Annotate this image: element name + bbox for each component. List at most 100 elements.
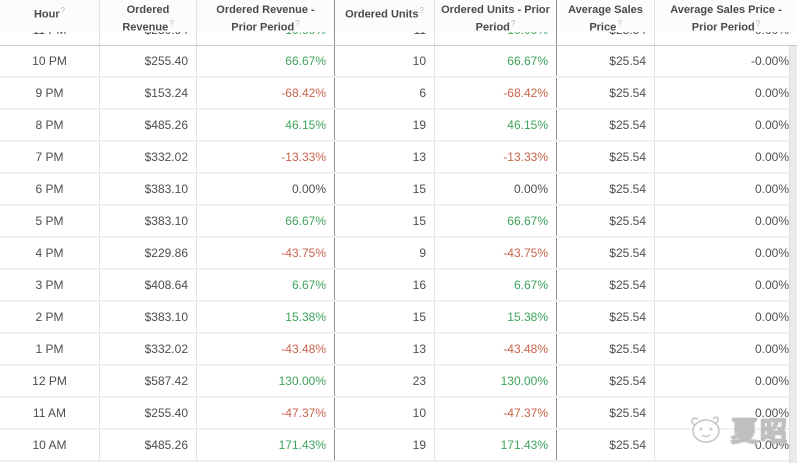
table-cell: 23 — [335, 366, 435, 396]
column-header[interactable]: Ordered Revenue? — [100, 0, 197, 32]
table-cell: 0.00% — [754, 278, 789, 292]
column-header-label: Ordered Units — [345, 8, 419, 21]
table-cell: 0.00% — [754, 150, 789, 164]
help-hint-icon[interactable]: ? — [419, 6, 424, 15]
table-cell: 1 PM — [0, 334, 100, 364]
table-cell: 66.67% — [197, 46, 335, 76]
column-header-label: Ordered Revenue - Prior Period — [216, 4, 315, 32]
table-cell: $280.94 — [100, 32, 197, 45]
column-header[interactable]: Ordered Units? — [335, 0, 435, 32]
table-cell: 0.00% — [754, 182, 789, 196]
table-cell: 46.15% — [197, 110, 335, 140]
table-cell: 4 PM — [0, 238, 100, 268]
help-hint-icon[interactable]: ? — [60, 6, 66, 15]
table-cell: 6 PM — [0, 174, 100, 204]
table-cell: $383.10 — [100, 174, 197, 204]
help-hint-icon[interactable]: ? — [295, 19, 300, 28]
table-cell: $25.54 — [557, 366, 655, 396]
table-row: 10 AM $485.26 171.43% 19 171.43% $25.54 0.00% — [0, 430, 797, 460]
column-header[interactable]: Hour? — [0, 0, 100, 32]
table-cell: 66.67% — [197, 206, 335, 236]
column-header[interactable]: Average Sales Price? — [557, 0, 655, 32]
table-cell: 130.00% — [197, 366, 335, 396]
table-cell: $383.10 — [100, 302, 197, 332]
table-cell: 11 — [335, 32, 435, 45]
column-header[interactable]: Ordered Units - Prior Period? — [435, 0, 557, 32]
table-cell: 15.38% — [435, 302, 557, 332]
table-cell: 0.00% — [754, 342, 789, 356]
table-cell: -0.00% — [750, 54, 789, 68]
table-cell: 10 AM — [0, 430, 100, 460]
table-cell: $153.24 — [100, 78, 197, 108]
column-header[interactable]: Ordered Revenue - Prior Period? — [197, 0, 335, 32]
table-cell: 46.15% — [435, 110, 557, 140]
table-cell: $255.40 — [100, 398, 197, 428]
table-cell: -68.42% — [435, 78, 557, 108]
table-cell: 3 PM — [0, 270, 100, 300]
table-body: 10 PM $255.40 66.67% 10 66.67% $25.54 -0.00% 9 … — [0, 46, 797, 462]
column-header-label: Average Sales Price - Prior Period — [670, 4, 782, 32]
table-cell: $25.54 — [557, 174, 655, 204]
column-header[interactable]: Average Sales Price - Prior Period? — [655, 0, 797, 32]
table-row: 3 PM $408.64 6.67% 16 6.67% $25.54 0.00% — [0, 270, 797, 300]
table-cell: $25.54 — [557, 270, 655, 300]
table-cell: 0.00% — [754, 86, 789, 100]
table-cell: 171.43% — [197, 430, 335, 460]
table-row: 12 PM $587.42 130.00% 23 130.00% $25.54 0.00% — [0, 366, 797, 396]
table-cell: $587.42 — [100, 366, 197, 396]
table-cell: 0.00% — [754, 310, 789, 324]
table-cell: -43.75% — [435, 238, 557, 268]
table-cell: 9 — [335, 238, 435, 268]
table-cell: 0.00% — [655, 32, 797, 45]
table-cell: 15 — [335, 174, 435, 204]
table-cell: 0.00% — [754, 118, 789, 132]
table-cell: 11 AM — [0, 398, 100, 428]
table-cell: -68.42% — [197, 78, 335, 108]
help-hint-icon[interactable]: ? — [169, 19, 174, 28]
table-cell: 11 PM — [0, 32, 100, 45]
table-row: 4 PM $229.86 -43.75% 9 -43.75% $25.54 0.00% — [0, 238, 797, 268]
table-cell: 6.67% — [197, 270, 335, 300]
table-cell: -43.48% — [435, 334, 557, 364]
table-cell: 10 PM — [0, 46, 100, 76]
table-cell: $332.02 — [100, 334, 197, 364]
vertical-scrollbar[interactable] — [789, 46, 797, 463]
table-row: 6 PM $383.10 0.00% 15 0.00% $25.54 0.00% — [0, 174, 797, 204]
table-cell: 0.00% — [754, 438, 789, 452]
table-row: 1 PM $332.02 -43.48% 13 -43.48% $25.54 0.00% — [0, 334, 797, 364]
table-row: 8 PM $485.26 46.15% 19 46.15% $25.54 0.00% — [0, 110, 797, 140]
table-cell: $25.54 — [557, 302, 655, 332]
table-cell: 10.00% — [435, 32, 557, 45]
table-cell: 0.00% — [754, 374, 789, 388]
partial-row-clip: 11 PM$280.9410.00%1110.00%$25.540.00% — [0, 32, 797, 46]
table-cell: -43.75% — [197, 238, 335, 268]
table-cell: 8 PM — [0, 110, 100, 140]
table-cell: $229.86 — [100, 238, 197, 268]
table-cell: 16 — [335, 270, 435, 300]
table-cell: $25.54 — [557, 398, 655, 428]
table-cell: 9 PM — [0, 78, 100, 108]
table-cell: 66.67% — [435, 206, 557, 236]
table-cell: 15.38% — [197, 302, 335, 332]
table-cell: $25.54 — [557, 238, 655, 268]
help-hint-icon[interactable]: ? — [510, 19, 516, 28]
table-cell: $255.40 — [100, 46, 197, 76]
help-hint-icon[interactable]: ? — [755, 19, 761, 28]
table-cell: 10.00% — [197, 32, 335, 45]
table-cell: 0.00% — [754, 214, 789, 228]
table-cell: $332.02 — [100, 142, 197, 172]
table-cell: 10 — [335, 398, 435, 428]
table-cell: 13 — [335, 142, 435, 172]
help-hint-icon[interactable]: ? — [617, 19, 622, 28]
table-cell: -13.33% — [435, 142, 557, 172]
table-cell: 15 — [335, 302, 435, 332]
table-row: 11 AM $255.40 -47.37% 10 -47.37% $25.54 0.00% — [0, 398, 797, 428]
table-cell: 15 — [335, 206, 435, 236]
table-cell: $25.54 — [557, 334, 655, 364]
table-cell: $25.54 — [557, 206, 655, 236]
table-cell: $383.10 — [100, 206, 197, 236]
table-header-row: Hour? Ordered Revenue? Ordered Revenue - P… — [0, 0, 797, 32]
table-cell: 10 — [335, 46, 435, 76]
table-cell: $25.54 — [557, 46, 655, 76]
table-cell: 0.00% — [197, 174, 335, 204]
